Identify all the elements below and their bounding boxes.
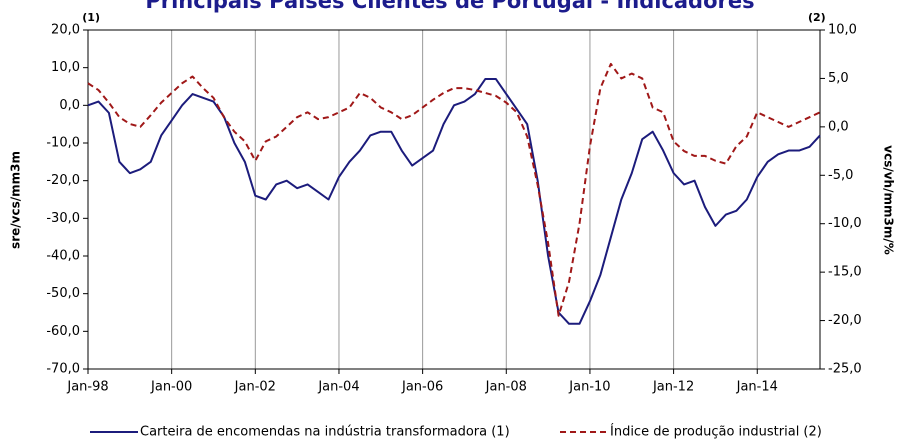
y-tick-label: -30,0 [46, 211, 80, 226]
y-tick-label: 20,0 [51, 23, 80, 38]
y2-tick-label: 0,0 [828, 119, 849, 134]
y2-tick-label: -20,0 [828, 313, 862, 328]
y-tick-label: -40,0 [46, 249, 80, 264]
x-tick-label: Jan-00 [150, 380, 192, 395]
legend-label: Índice de produção industrial (2) [610, 424, 822, 440]
chart-title: Principais Países Clientes de Portugal -… [145, 0, 754, 13]
y2-tick-label: -5,0 [828, 168, 853, 183]
y2-tick-label: -25,0 [828, 362, 862, 377]
x-tick-label: Jan-98 [66, 380, 108, 395]
x-tick-label: Jan-12 [652, 380, 694, 395]
y2-tick-label: 5,0 [828, 71, 849, 86]
legend-label: Carteira de encomendas na indústria tran… [140, 425, 510, 440]
x-tick-label: Jan-08 [485, 380, 527, 395]
y-tick-label: -60,0 [46, 324, 80, 339]
annotation: (1) [82, 11, 100, 24]
y-tick-label: 0,0 [59, 98, 80, 113]
x-tick-label: Jan-02 [234, 380, 276, 395]
y2-tick-label: 10,0 [828, 23, 857, 38]
y-axis-label: sre/vcs/mm3m [9, 151, 23, 249]
line-series [87, 62, 821, 317]
y-tick-label: -70,0 [46, 362, 80, 377]
y2-tick-label: -15,0 [828, 265, 862, 280]
x-tick-label: Jan-06 [401, 380, 443, 395]
y2-axis-label: vcs/vh/mm3m/% [882, 145, 896, 254]
line-series [87, 77, 821, 325]
x-tick-label: Jan-10 [568, 380, 610, 395]
y2-tick-label: -10,0 [828, 216, 862, 231]
y-tick-label: -10,0 [46, 136, 80, 151]
y-tick-label: -50,0 [46, 286, 80, 301]
y-tick-label: -20,0 [46, 173, 80, 188]
x-tick-label: Jan-04 [317, 380, 359, 395]
y-tick-label: 10,0 [51, 60, 80, 75]
plot-frame [87, 29, 821, 370]
x-tick-label: Jan-14 [736, 380, 778, 395]
annotation: (2) [808, 11, 826, 24]
